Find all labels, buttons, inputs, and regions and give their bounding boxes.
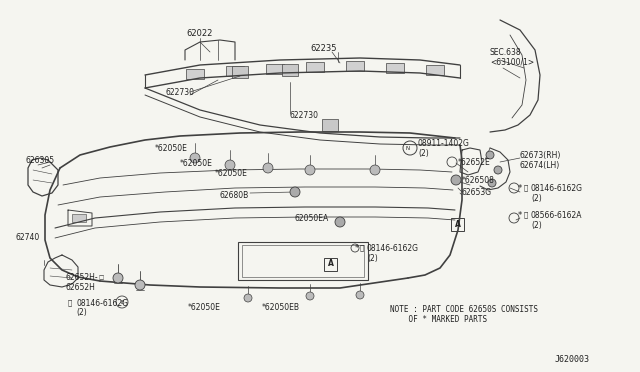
Text: 08566-6162A: 08566-6162A [531, 211, 582, 219]
Circle shape [244, 294, 252, 302]
Circle shape [135, 280, 145, 290]
Text: 62652H-: 62652H- [65, 273, 98, 282]
Text: *62050E: *62050E [188, 304, 221, 312]
Bar [322, 119, 338, 131]
Text: A: A [328, 260, 334, 269]
Bar [186, 69, 204, 79]
Circle shape [370, 165, 380, 175]
Text: 08146-6162G: 08146-6162G [76, 298, 128, 308]
Text: *: * [518, 183, 522, 192]
Circle shape [225, 160, 235, 170]
Text: NOTE : PART CODE 62650S CONSISTS: NOTE : PART CODE 62650S CONSISTS [390, 305, 538, 314]
Text: 62740: 62740 [15, 232, 39, 241]
Text: (2): (2) [76, 308, 87, 317]
Bar [386, 63, 404, 73]
Text: 62050EA: 62050EA [295, 214, 329, 222]
Text: *626508: *626508 [462, 176, 495, 185]
Circle shape [190, 153, 200, 163]
Text: □: □ [98, 276, 103, 280]
Text: 62022: 62022 [187, 29, 213, 38]
Text: 622730: 622730 [290, 110, 319, 119]
Circle shape [488, 179, 496, 187]
Text: *: * [518, 211, 522, 219]
Bar [346, 61, 364, 71]
Text: 08911-1402G: 08911-1402G [418, 138, 470, 148]
Text: (2): (2) [531, 193, 541, 202]
Text: B: B [120, 299, 124, 305]
Text: Ⓑ: Ⓑ [524, 212, 528, 218]
Text: 62235: 62235 [310, 44, 337, 52]
Text: 622730: 622730 [165, 87, 194, 96]
Circle shape [451, 175, 461, 185]
Text: 62674(LH): 62674(LH) [520, 160, 560, 170]
Circle shape [486, 151, 494, 159]
Text: A: A [455, 219, 461, 228]
Text: *62050E: *62050E [215, 169, 248, 177]
Circle shape [290, 187, 300, 197]
Bar [242, 245, 364, 277]
Circle shape [263, 163, 273, 173]
Text: 08146-6162G: 08146-6162G [367, 244, 419, 253]
Text: 62653G: 62653G [462, 187, 492, 196]
Circle shape [335, 217, 345, 227]
Text: 62680B: 62680B [220, 190, 249, 199]
Circle shape [306, 292, 314, 300]
Bar [306, 62, 324, 72]
Text: OF * MARKED PARTS: OF * MARKED PARTS [390, 315, 487, 324]
Text: (2): (2) [418, 148, 429, 157]
Bar [238, 242, 368, 280]
Text: *62050E: *62050E [180, 158, 213, 167]
Text: N: N [406, 145, 410, 151]
Text: *62050E: *62050E [155, 144, 188, 153]
Text: 626305: 626305 [25, 155, 54, 164]
Bar [226, 66, 244, 76]
Circle shape [305, 165, 315, 175]
Bar [282, 64, 298, 76]
Bar [232, 66, 248, 78]
Text: *62050EB: *62050EB [262, 304, 300, 312]
Circle shape [113, 273, 123, 283]
Text: *62652E: *62652E [458, 157, 491, 167]
Text: <63100/1>: <63100/1> [490, 58, 534, 67]
Text: 62652H: 62652H [65, 283, 95, 292]
Text: (2): (2) [367, 253, 378, 263]
Text: (2): (2) [531, 221, 541, 230]
Text: 62673(RH): 62673(RH) [520, 151, 561, 160]
Circle shape [356, 291, 364, 299]
Bar [72, 214, 86, 222]
Text: Ⓑ: Ⓑ [524, 185, 528, 191]
Text: Ⓑ: Ⓑ [360, 245, 364, 251]
Bar [426, 65, 444, 75]
Text: *: * [355, 244, 359, 253]
Text: 08146-6162G: 08146-6162G [531, 183, 583, 192]
Text: Ⓑ: Ⓑ [68, 300, 72, 306]
Bar [266, 64, 284, 74]
Text: SEC.638: SEC.638 [490, 48, 522, 57]
Text: J620003: J620003 [555, 356, 590, 365]
Circle shape [494, 166, 502, 174]
